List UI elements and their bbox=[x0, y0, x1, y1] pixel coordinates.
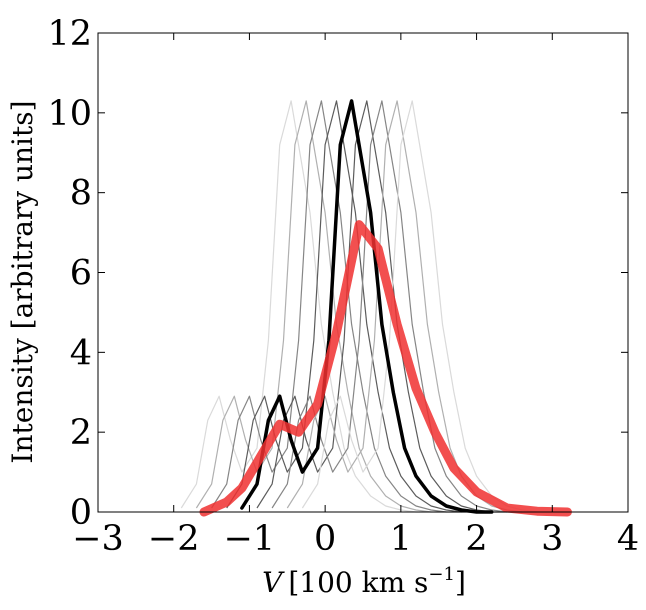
shifted-profile-5 bbox=[256, 100, 507, 513]
y-axis-ticks: 0 2 4 6 8 10 12 bbox=[47, 14, 628, 533]
shifted-profile-1 bbox=[180, 100, 432, 513]
y-axis-label: Intensity [arbitrary units] bbox=[6, 100, 39, 463]
x-tick-label: 1 bbox=[390, 519, 412, 559]
x-tick-label: 4 bbox=[617, 519, 639, 559]
series-lines bbox=[199, 99, 572, 517]
y-tick-label: 12 bbox=[47, 14, 92, 54]
x-tick-label: 0 bbox=[314, 519, 336, 559]
x-axis-label-units: [100 km s bbox=[288, 566, 428, 599]
x-axis-label-close: ] bbox=[455, 566, 466, 599]
x-tick-label: 2 bbox=[465, 519, 487, 559]
shifted-profile-2 bbox=[195, 100, 447, 513]
x-tick-label: −1 bbox=[224, 519, 276, 559]
x-tick-label: −3 bbox=[72, 519, 124, 559]
y-tick-label: 10 bbox=[47, 94, 92, 134]
y-tick-label: 4 bbox=[70, 333, 92, 373]
shifted-profile-3 bbox=[211, 100, 462, 513]
x-axis-ticks: −3 −2 −1 0 1 2 3 4 bbox=[72, 33, 639, 559]
shifted-profile-7 bbox=[286, 100, 538, 513]
x-axis-label-symbol: V bbox=[262, 566, 285, 599]
series-single-profile bbox=[240, 99, 494, 514]
x-axis-label: V [100 km s−1] bbox=[262, 564, 466, 599]
x-tick-label: 3 bbox=[541, 519, 563, 559]
y-tick-label: 8 bbox=[70, 174, 92, 214]
series-averaged-profile bbox=[199, 220, 572, 517]
x-axis-label-exponent: −1 bbox=[428, 564, 455, 585]
faint-shifted-profiles bbox=[180, 100, 553, 513]
shifted-profile-6 bbox=[271, 100, 522, 513]
y-tick-label: 6 bbox=[70, 254, 92, 294]
y-tick-label: 0 bbox=[70, 493, 92, 533]
x-tick-label: −2 bbox=[148, 519, 200, 559]
shifted-profile-4 bbox=[226, 100, 477, 513]
y-tick-label: 2 bbox=[70, 413, 92, 453]
